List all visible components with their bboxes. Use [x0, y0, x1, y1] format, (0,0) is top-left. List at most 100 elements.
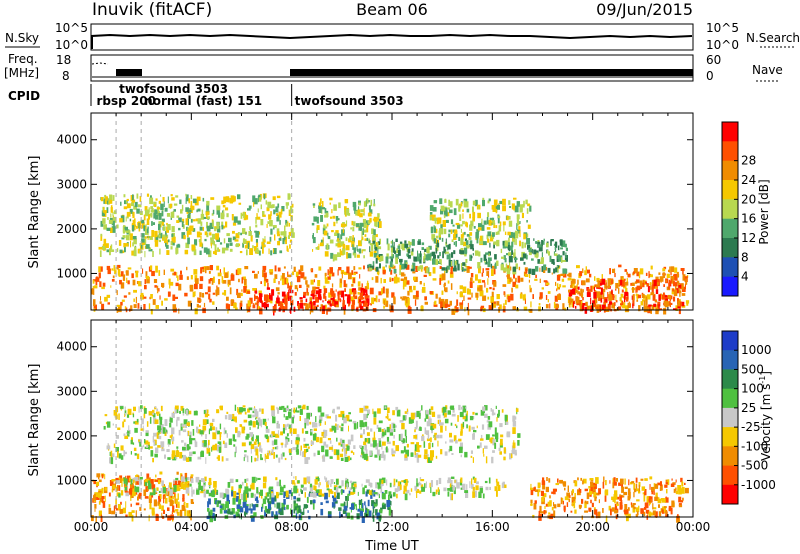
power-cell	[353, 266, 356, 271]
velocity-colorbar-tick: -1000	[741, 478, 776, 492]
noise-right-tick-bottom: 10^0	[706, 38, 739, 52]
power-cell	[450, 267, 453, 275]
velocity-cell	[368, 490, 372, 495]
power-cell	[126, 215, 129, 219]
power-cell	[175, 282, 179, 287]
power-cell	[267, 282, 269, 288]
power-colorbar-tick: 20	[741, 192, 756, 206]
power-cell	[656, 283, 658, 290]
power-cell	[149, 236, 153, 240]
velocity-cell	[640, 478, 644, 481]
power-cell	[432, 207, 437, 212]
power-cell	[211, 244, 212, 249]
velocity-cell	[643, 494, 646, 502]
power-cell	[256, 213, 258, 220]
power-cell	[366, 226, 369, 233]
velocity-cell	[217, 455, 220, 461]
power-cell	[265, 278, 269, 283]
velocity-cell	[296, 410, 300, 413]
power-cell	[278, 281, 280, 285]
power-cell	[287, 248, 289, 252]
velocity-cell	[333, 485, 338, 489]
velocity-cell	[610, 508, 612, 516]
velocity-cell	[506, 431, 511, 438]
velocity-cell	[336, 437, 338, 442]
velocity-cell	[160, 488, 163, 493]
power-cell	[352, 235, 354, 241]
power-cell	[143, 239, 147, 245]
power-cell	[470, 244, 474, 250]
power-colorbar-swatch	[722, 199, 738, 220]
power-cell	[274, 274, 278, 279]
velocity-cell	[450, 422, 453, 426]
velocity-cell	[405, 436, 407, 443]
velocity-cell	[393, 428, 396, 432]
power-cell	[508, 256, 513, 263]
power-cell	[139, 196, 142, 202]
power-cell	[401, 263, 405, 270]
power-cell	[486, 287, 489, 293]
power-cell	[192, 198, 197, 203]
velocity-cell	[290, 492, 293, 497]
power-cell	[342, 243, 346, 249]
velocity-cell	[308, 481, 310, 484]
velocity-cell	[132, 492, 136, 497]
power-cell	[337, 294, 340, 301]
velocity-cell	[501, 482, 505, 489]
power-cell	[567, 274, 570, 277]
power-cell	[437, 239, 439, 244]
power-cell	[443, 210, 448, 217]
velocity-cell	[604, 495, 607, 502]
power-cell	[446, 265, 450, 270]
power-cell	[445, 299, 449, 304]
power-cell	[673, 274, 677, 278]
velocity-cell	[652, 503, 654, 510]
velocity-cell	[250, 515, 255, 522]
power-cell	[290, 228, 294, 234]
velocity-cell	[296, 443, 299, 448]
velocity-cell	[148, 444, 150, 450]
velocity-cell	[189, 451, 193, 456]
power-cell	[328, 292, 332, 298]
power-cell	[423, 282, 425, 287]
power-cell	[306, 288, 309, 293]
velocity-cell	[439, 422, 444, 426]
power-cell	[374, 220, 378, 227]
power-cell	[277, 292, 280, 295]
velocity-cell	[616, 496, 620, 500]
velocity-cell	[110, 457, 114, 465]
velocity-cell	[173, 480, 178, 487]
velocity-cell	[346, 445, 350, 451]
power-cell	[579, 300, 583, 307]
power-cell	[680, 268, 685, 271]
power-cell	[430, 214, 435, 217]
power-cell	[299, 297, 303, 300]
power-cell	[472, 248, 474, 251]
power-cell	[441, 273, 446, 281]
power-cell	[147, 226, 149, 230]
power-cell	[564, 243, 567, 248]
velocity-cell	[588, 508, 592, 512]
velocity-cell	[484, 405, 488, 411]
power-cell	[658, 272, 661, 275]
power-cell	[596, 306, 599, 311]
power-cell	[516, 201, 520, 207]
velocity-cell	[249, 426, 251, 430]
velocity-cell	[111, 453, 115, 458]
velocity-cell	[459, 446, 463, 454]
velocity-cell	[342, 413, 345, 421]
power-cell	[460, 248, 464, 253]
velocity-cell	[577, 477, 579, 481]
power-cell	[131, 250, 135, 256]
power-cell	[655, 279, 660, 283]
power-cell	[123, 295, 127, 298]
power-cell	[402, 279, 407, 287]
power-cell	[300, 265, 304, 272]
power-cell	[543, 238, 545, 242]
power-cell	[253, 303, 255, 306]
power-cell	[226, 213, 229, 218]
velocity-cell	[104, 495, 106, 502]
velocity-cell	[213, 514, 216, 521]
power-cell	[447, 244, 450, 250]
power-colorbar-swatch	[722, 122, 738, 142]
